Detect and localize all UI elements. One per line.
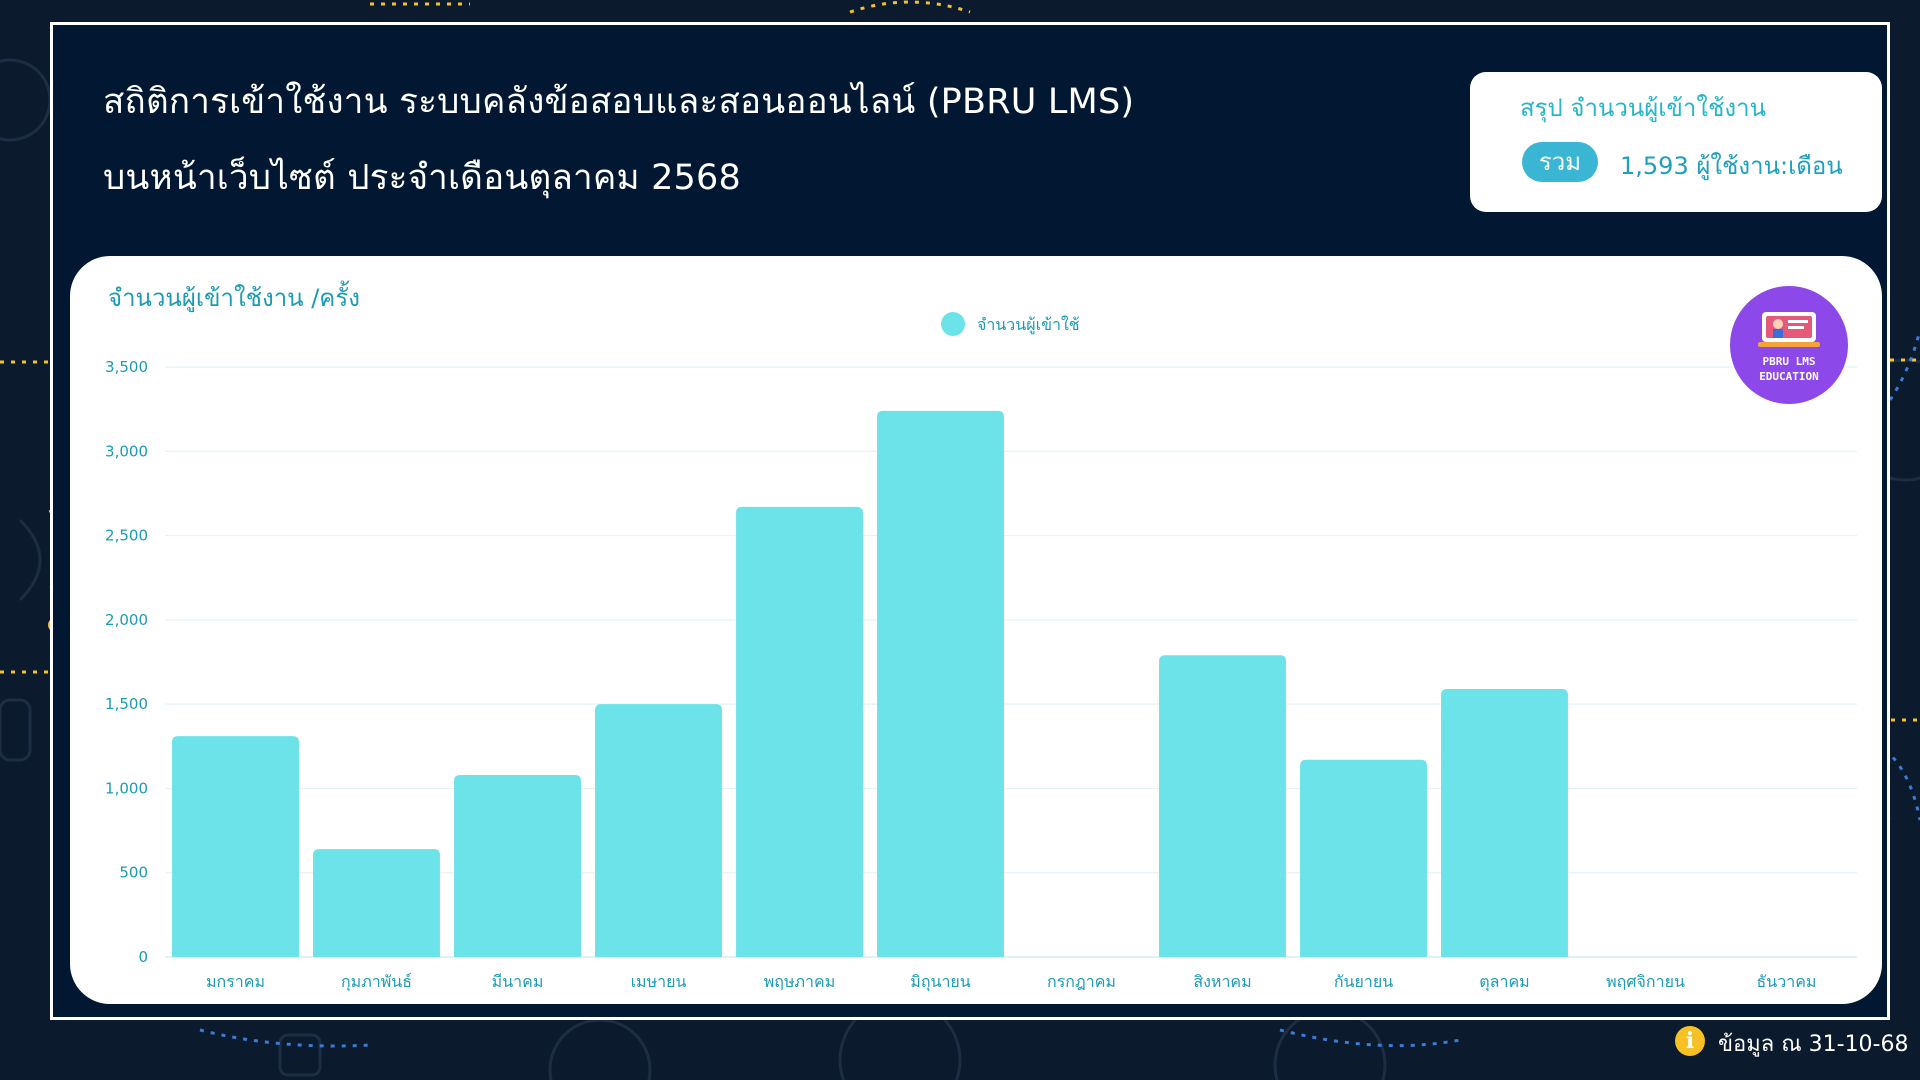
legend-marker [941,312,965,336]
pbru-lms-logo: PBRU LMS EDUCATION [1730,286,1848,404]
bar-5 [736,506,863,957]
bar-3 [454,774,581,957]
page-subtitle: บนหน้าเว็บไซต์ ประจำเดือนตุลาคม 2568 [103,158,741,198]
bar-4 [595,704,722,957]
y-tick-label: 3,500 [105,358,148,376]
x-tick-label: เมษายน [631,972,687,991]
x-tick-label: ธันวาคม [1757,972,1817,991]
bar-6 [877,410,1004,957]
x-tick-label: พฤศจิกายน [1606,972,1685,991]
bar-10 [1441,688,1568,957]
bar-8 [1159,655,1286,957]
legend-label: จำนวนผู้เข้าใช้ [977,315,1080,335]
bar-2 [313,849,440,957]
classroom-illustration-icon [1758,312,1820,347]
y-tick-label: 1,500 [105,695,148,713]
x-tick-label: กรกฎาคม [1047,972,1116,991]
data-date-note: ข้อมูล ณ 31-10-68 [1718,1032,1909,1057]
logo-text: PBRU LMS EDUCATION [1759,355,1819,383]
x-tick-label: พฤษภาคม [764,972,836,991]
info-icon: i [1675,1026,1705,1056]
summary-title: สรุป จำนวนผู้เข้าใช้งาน [1520,94,1766,122]
x-tick-label: ตุลาคม [1479,972,1529,992]
bar-1 [172,736,299,957]
x-tick-label: กันยายน [1334,972,1393,991]
y-tick-label: 500 [119,864,148,882]
chart-title: จำนวนผู้เข้าใช้งาน /ครั้ง [108,284,360,312]
x-tick-label: มกราคม [206,972,265,991]
x-tick-label: กุมภาพันธ์ [341,972,412,992]
y-tick-label: 2,000 [105,611,148,629]
summary-card: สรุป จำนวนผู้เข้าใช้งาน รวม 1,593 ผู้ใช้… [1470,72,1882,212]
summary-total-value: 1,593 ผู้ใช้งาน:เดือน [1620,152,1843,180]
y-tick-label: 3,000 [105,442,148,460]
page-title: สถิติการเข้าใช้งาน ระบบคลังข้อสอบและสอนอ… [103,82,1135,122]
summary-total-badge: รวม [1522,142,1598,182]
bar-9 [1300,759,1427,957]
y-tick-label: 0 [138,948,148,966]
x-tick-label: สิงหาคม [1193,972,1251,991]
y-tick-label: 2,500 [105,527,148,545]
x-tick-label: มีนาคม [492,972,544,991]
y-tick-label: 1,000 [105,779,148,797]
x-tick-label: มิถุนายน [910,972,971,992]
